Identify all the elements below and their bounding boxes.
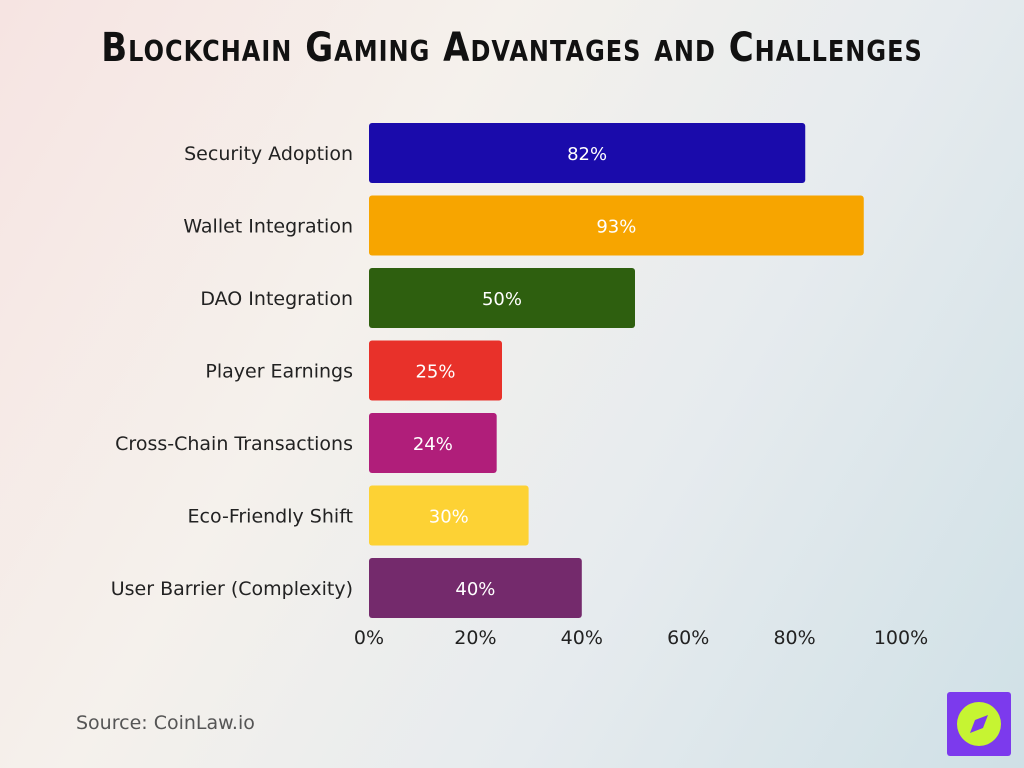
category-label: Security Adoption [184, 143, 353, 165]
bar-value-label: 82% [567, 144, 607, 165]
bar-value-label: 50% [482, 289, 522, 310]
bar[interactable] [369, 413, 497, 473]
bar-value-label: 93% [596, 217, 636, 238]
bar[interactable] [369, 485, 529, 546]
bar[interactable] [369, 558, 582, 618]
x-tick-label: 20% [454, 627, 496, 649]
x-tick-label: 40% [561, 627, 603, 649]
category-label: DAO Integration [200, 288, 353, 310]
bar-value-label: 24% [413, 434, 453, 455]
x-tick-label: 0% [354, 627, 384, 649]
x-tick-label: 100% [874, 627, 928, 649]
category-label: User Barrier (Complexity) [111, 578, 353, 600]
bar-value-label: 30% [429, 507, 469, 528]
bar[interactable] [369, 268, 635, 328]
bar[interactable] [369, 340, 502, 401]
brand-logo[interactable] [947, 692, 1011, 756]
x-tick-label: 60% [667, 627, 709, 649]
chart-title: Blockchain Gaming Advantages and Challen… [101, 24, 923, 72]
source-text: Source: CoinLaw.io [76, 712, 255, 734]
bar[interactable] [369, 123, 806, 183]
bar[interactable] [369, 195, 864, 256]
compass-icon [957, 702, 1001, 746]
x-tick-label: 80% [773, 627, 815, 649]
category-label: Wallet Integration [183, 216, 353, 238]
bar-value-label: 25% [415, 362, 455, 383]
bar-value-label: 40% [455, 579, 495, 600]
category-label: Player Earnings [205, 361, 353, 383]
category-label: Eco-Friendly Shift [188, 506, 353, 528]
category-label: Cross-Chain Transactions [115, 433, 353, 455]
